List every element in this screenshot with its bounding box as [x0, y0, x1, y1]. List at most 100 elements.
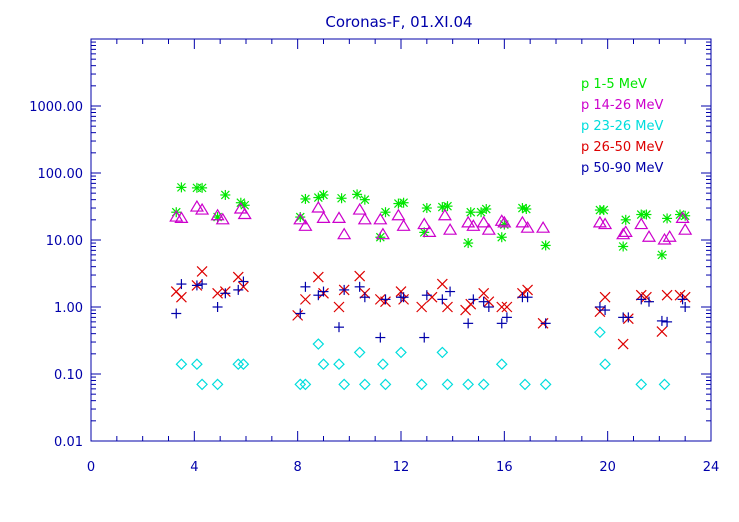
data-point: [311, 200, 326, 213]
data-point: [677, 294, 688, 305]
data-point: [416, 301, 428, 313]
data-point: [618, 225, 633, 237]
data-point: [373, 212, 388, 225]
data-point: [359, 292, 370, 303]
x-tick-label: 4: [190, 460, 198, 475]
data-point: [442, 301, 453, 313]
data-point: [316, 211, 331, 224]
data-point: [465, 298, 477, 310]
data-point: [354, 281, 365, 292]
legend-entry: p 50-90 MeV: [581, 161, 664, 176]
data-point: [441, 378, 454, 391]
data-point: [375, 227, 390, 240]
data-point: [620, 214, 631, 225]
data-point: [220, 288, 231, 299]
data-point: [481, 223, 496, 235]
data-point: [419, 332, 430, 343]
data-point: [354, 270, 366, 282]
data-point: [521, 204, 532, 215]
data-point: [357, 212, 372, 225]
y-tick-label: 1000.00: [29, 100, 83, 115]
data-point: [196, 265, 208, 277]
x-tick-label: 24: [703, 460, 720, 475]
data-point: [175, 291, 187, 303]
y-tick-label: 1.00: [54, 301, 83, 316]
data-point: [657, 232, 672, 245]
data-point: [312, 338, 325, 350]
data-point: [445, 286, 456, 297]
data-point: [426, 291, 438, 303]
series-5: [171, 276, 691, 343]
data-point: [662, 213, 673, 224]
data-point: [522, 284, 534, 296]
x-tick-label: 8: [294, 460, 302, 475]
data-point: [212, 302, 223, 312]
data-point: [656, 249, 667, 260]
data-point: [519, 378, 531, 391]
data-point: [379, 378, 392, 391]
y-tick-label: 10.00: [46, 234, 83, 249]
data-point: [463, 238, 474, 249]
data-point: [233, 284, 244, 295]
y-tick-label: 0.01: [54, 435, 83, 450]
data-point: [313, 290, 324, 301]
data-point: [661, 289, 673, 301]
data-point: [232, 358, 245, 371]
data-point: [598, 217, 613, 230]
data-point: [656, 326, 668, 337]
data-point: [599, 358, 611, 371]
data-point: [600, 305, 611, 316]
data-point: [359, 194, 370, 205]
data-point: [196, 378, 208, 391]
data-point: [594, 302, 605, 312]
legend-entry: p 14-26 MeV: [581, 98, 664, 113]
data-point: [175, 358, 188, 371]
data-point: [353, 346, 366, 359]
data-point: [189, 199, 204, 212]
data-point: [536, 221, 551, 233]
data-point: [391, 208, 406, 221]
data-point: [292, 309, 304, 321]
data-point: [501, 312, 512, 323]
data-point: [333, 301, 345, 313]
data-point: [539, 378, 552, 391]
data-point: [220, 189, 231, 200]
data-point: [497, 215, 512, 228]
chart-title: Coronas-F, 01.XI.04: [325, 13, 472, 31]
data-point: [295, 212, 306, 223]
data-point: [465, 207, 476, 218]
data-point: [380, 207, 391, 218]
data-point: [662, 316, 673, 327]
data-point: [210, 208, 225, 221]
data-point: [171, 308, 182, 319]
data-point: [238, 276, 249, 287]
data-point: [352, 202, 367, 215]
legend-entry: p 26-50 MeV: [581, 140, 664, 155]
data-point: [237, 207, 252, 220]
data-point: [679, 291, 691, 303]
data-point: [215, 212, 230, 225]
data-point: [680, 302, 691, 312]
data-point: [421, 203, 432, 214]
data-point: [300, 193, 311, 204]
data-point: [483, 296, 495, 308]
y-axis-tick-labels: 0.01 0.10 1.00 10.00 100.00 1000.00: [29, 100, 83, 450]
legend-entry: p 23-26 MeV: [581, 119, 664, 134]
data-point: [358, 378, 371, 391]
data-point: [338, 378, 351, 391]
data-point: [380, 294, 391, 305]
data-point: [483, 302, 494, 312]
data-point: [197, 182, 208, 193]
data-point: [463, 318, 474, 329]
data-point: [437, 208, 452, 221]
data-point: [594, 326, 606, 339]
data-point: [481, 204, 492, 215]
data-point: [375, 232, 386, 243]
data-point: [618, 241, 629, 252]
data-point: [623, 312, 634, 323]
data-point: [395, 346, 407, 359]
data-point: [415, 378, 428, 391]
data-point: [634, 217, 649, 230]
data-point: [422, 225, 437, 237]
